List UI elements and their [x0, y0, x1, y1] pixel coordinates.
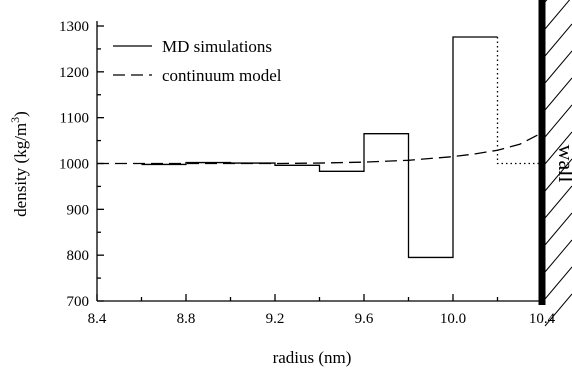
- x-tick-label: 8.4: [88, 311, 107, 327]
- y-axis-label-main: density (kg/m: [11, 123, 30, 217]
- series-dotted-drop: [496, 37, 542, 165]
- wall-hatch-line: [544, 50, 572, 84]
- wall-hatch-line: [544, 212, 572, 246]
- wall-hatch-line: [544, 0, 571, 30]
- legend-label-continuum: continuum model: [162, 66, 282, 85]
- wall-hatch-line: [544, 266, 572, 300]
- y-tick-label: 1100: [60, 111, 89, 127]
- x-tick-label: 8.8: [177, 311, 196, 327]
- y-axis-label-close: ): [11, 111, 30, 117]
- y-tick-label: 700: [67, 294, 90, 310]
- wall-hatch-line: [544, 77, 572, 111]
- x-tick-label: 10.4: [529, 311, 556, 327]
- wall-hatch-line: [544, 239, 572, 273]
- y-axis-label: density (kg/m3): [8, 111, 30, 217]
- wall-hatch-line: [544, 104, 572, 138]
- legend: MD simulations continuum model: [113, 37, 282, 85]
- wall-hatch-line: [544, 131, 572, 165]
- wall-label: wall: [554, 145, 572, 183]
- wall-hatch-line: [544, 293, 572, 327]
- y-tick-label: 900: [67, 202, 90, 218]
- y-tick-label: 1200: [59, 65, 89, 81]
- wall-hatch-line: [544, 185, 572, 219]
- y-ticks: 700 800 900 1000 1100 1200 1300: [59, 19, 104, 310]
- wall-hatch-line: [544, 158, 572, 192]
- y-tick-label: 1300: [59, 19, 89, 35]
- y-tick-label: 800: [67, 248, 90, 264]
- x-tick-label: 9.6: [355, 311, 374, 327]
- y-tick-label: 1000: [59, 157, 89, 173]
- wall-hatch-line: [544, 23, 572, 57]
- x-ticks: 8.4 8.8 9.2 9.6 10.0 10.4: [88, 294, 556, 327]
- series-md-simulations: [141, 36, 498, 259]
- legend-label-md: MD simulations: [162, 37, 272, 56]
- wall-hatch: [544, 0, 572, 327]
- x-tick-label: 10.0: [440, 311, 466, 327]
- x-tick-label: 9.2: [266, 311, 285, 327]
- y-axis-label-sup: 3: [8, 117, 22, 123]
- series-continuum-model: [97, 132, 543, 165]
- x-axis-label: radius (nm): [273, 348, 352, 367]
